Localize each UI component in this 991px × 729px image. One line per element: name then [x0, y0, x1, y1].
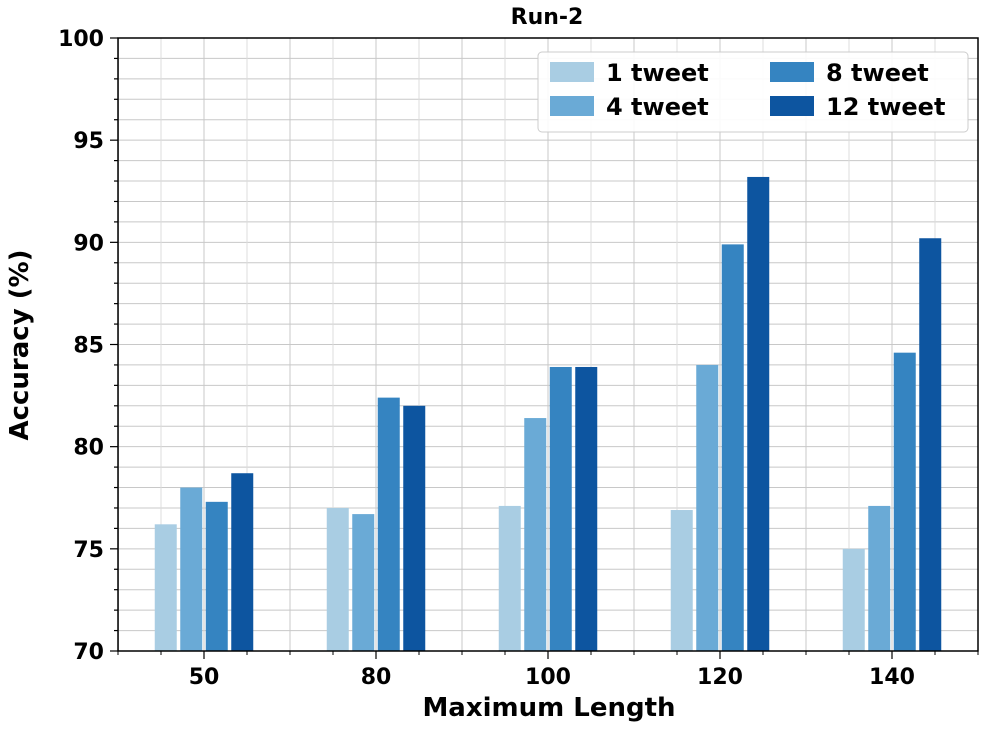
- y-tick-label: 85: [73, 334, 104, 359]
- bar-8-tweet-140: [893, 352, 916, 651]
- y-tick-label: 80: [73, 436, 104, 461]
- legend-swatch-12-tweet: [770, 96, 814, 116]
- bar-1-tweet-120: [670, 510, 693, 651]
- y-tick-label: 90: [73, 231, 104, 256]
- legend-swatch-8-tweet: [770, 62, 814, 82]
- bar-4-tweet-80: [352, 514, 375, 651]
- legend-swatch-4-tweet: [550, 96, 594, 116]
- grid-lines: [118, 37, 978, 652]
- bar-1-tweet-50: [154, 524, 177, 651]
- x-axis-label: Maximum Length: [422, 693, 675, 723]
- bar-1-tweet-100: [498, 505, 521, 651]
- y-axis-label: Accuracy (%): [5, 249, 35, 440]
- legend-label-1-tweet: 1 tweet: [606, 59, 709, 87]
- bar-8-tweet-50: [205, 501, 228, 651]
- bar-12-tweet-120: [747, 176, 770, 652]
- bar-12-tweet-140: [919, 238, 942, 651]
- legend-label-4-tweet: 4 tweet: [606, 93, 709, 121]
- legend: 1 tweet 4 tweet 8 tweet 12 tweet: [537, 51, 969, 133]
- bar-4-tweet-100: [524, 418, 547, 651]
- bar-12-tweet-100: [575, 366, 598, 651]
- x-tick-label: 140: [869, 665, 915, 690]
- legend-box: [537, 51, 969, 133]
- y-tick-label: 75: [73, 538, 104, 563]
- bar-8-tweet-80: [377, 397, 400, 651]
- legend-label-8-tweet: 8 tweet: [826, 59, 929, 87]
- x-tick-label: 50: [189, 665, 220, 690]
- bar-8-tweet-100: [549, 366, 572, 651]
- bars: [154, 176, 942, 652]
- y-tick-label: 95: [73, 129, 104, 154]
- x-tick-label: 80: [361, 665, 392, 690]
- y-tick-label: 70: [73, 640, 104, 665]
- bar-4-tweet-50: [180, 487, 203, 651]
- x-tick-label: 100: [525, 665, 571, 690]
- bar-4-tweet-120: [696, 364, 719, 651]
- bar-12-tweet-80: [403, 405, 426, 651]
- bar-8-tweet-120: [721, 244, 744, 652]
- axes: 70 75 80 85 90 95 100 50 80 100 120 140: [58, 27, 979, 690]
- y-tick-label: 100: [58, 27, 104, 52]
- legend-swatch-1-tweet: [550, 62, 594, 82]
- bar-1-tweet-80: [326, 507, 349, 651]
- bar-12-tweet-50: [231, 473, 254, 651]
- bar-4-tweet-140: [868, 505, 891, 651]
- legend-label-12-tweet: 12 tweet: [826, 93, 945, 121]
- chart-title: Run-2: [511, 5, 584, 30]
- bar-1-tweet-140: [842, 548, 865, 651]
- x-tick-label: 120: [697, 665, 743, 690]
